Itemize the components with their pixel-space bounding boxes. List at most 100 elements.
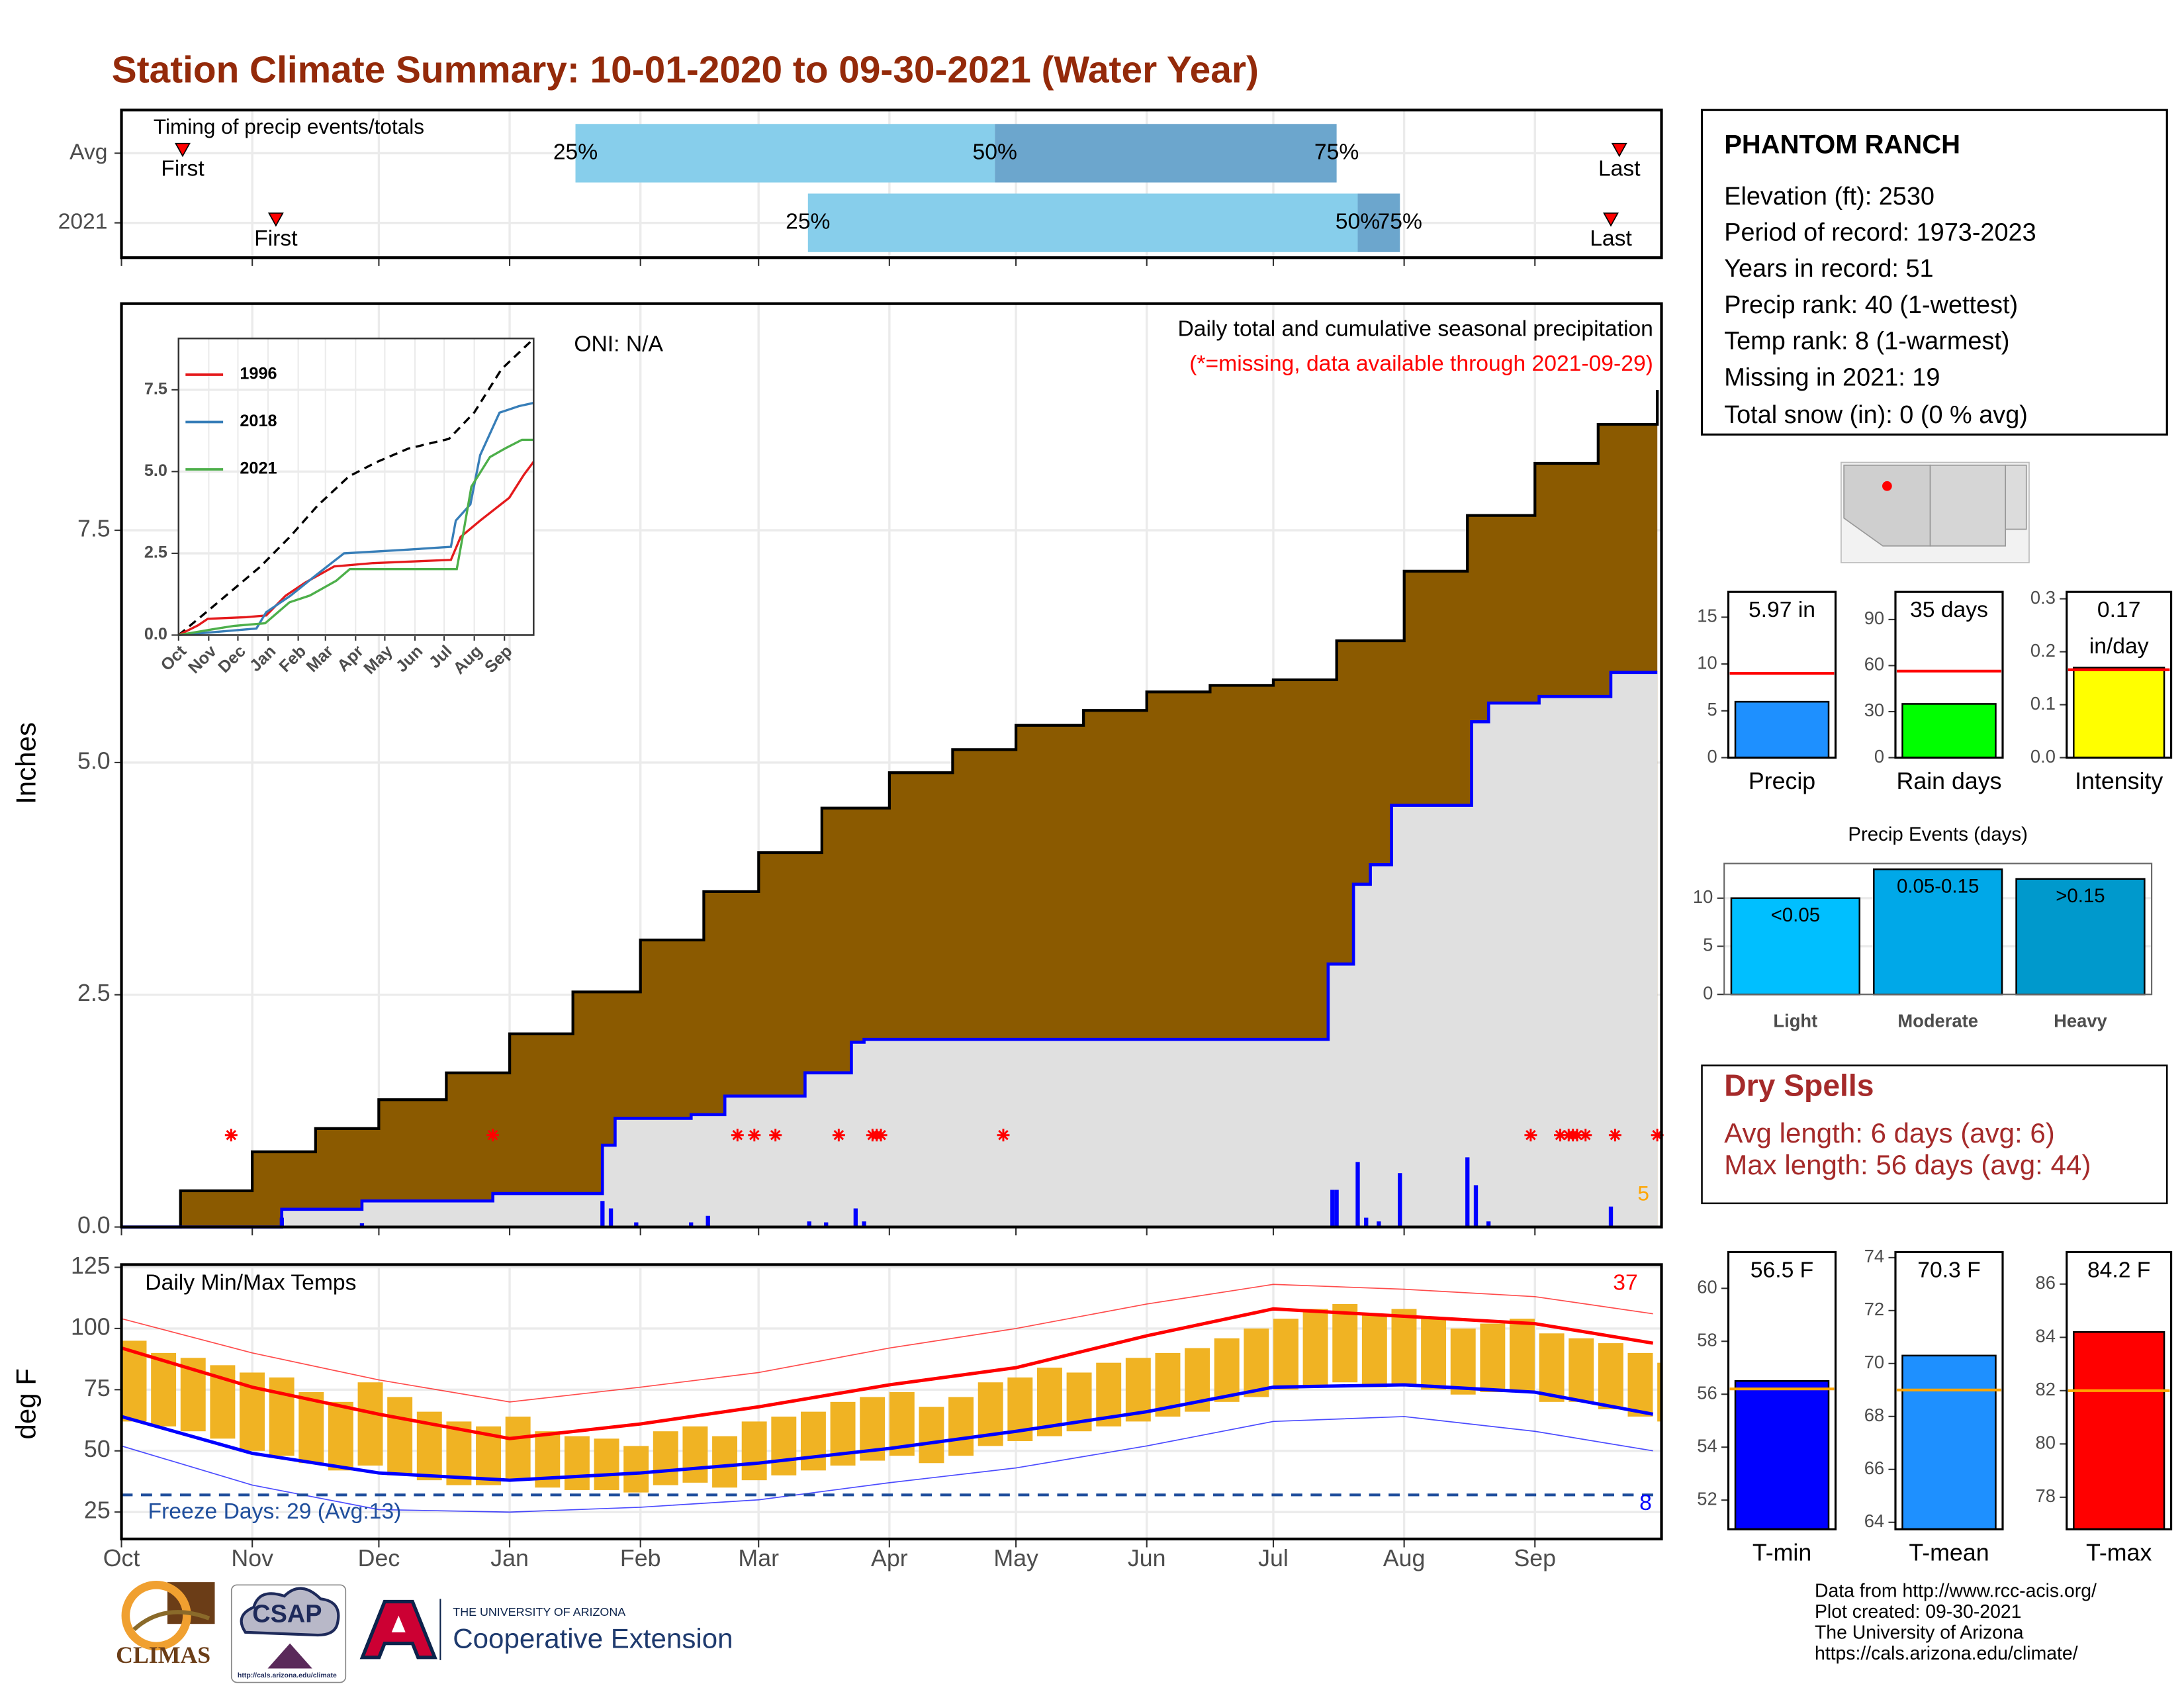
temp-range-bar — [357, 1382, 383, 1466]
daily-bar — [634, 1222, 639, 1227]
temp-range-bar — [387, 1397, 413, 1476]
y-tick-label: 50 — [84, 1436, 111, 1462]
y-tick-label: 5.0 — [77, 747, 111, 774]
y-tick-label: 56 — [1697, 1382, 1717, 1403]
bar — [1734, 1380, 1830, 1530]
page-title: Station Climate Summary: 10-01-2020 to 0… — [112, 49, 1259, 91]
logo-cloud — [240, 1587, 340, 1637]
y-tick-label: 75 — [84, 1375, 111, 1401]
daily-bar — [600, 1201, 605, 1227]
event-marker — [267, 212, 284, 227]
event-label: Last — [1598, 157, 1641, 181]
category-label: T-min — [1752, 1539, 1811, 1566]
quartile-label: 25% — [553, 140, 598, 164]
ua-text: THE UNIVERSITY OF ARIZONA — [453, 1605, 625, 1618]
value-label: 70.3 F — [1917, 1258, 1981, 1283]
dry-spells-line: Avg length: 6 days (avg: 6) — [1724, 1117, 2055, 1149]
daily-bar — [705, 1215, 710, 1227]
station-line: Years in record: 51 — [1724, 255, 1933, 283]
x-tick-label: Apr — [871, 1545, 908, 1571]
y-tick-label: 125 — [71, 1252, 111, 1279]
y-tick-label: 5 — [1707, 699, 1717, 720]
missing-marker — [769, 1129, 782, 1142]
temp-range-bar — [505, 1417, 531, 1481]
daily-bar — [1398, 1173, 1402, 1227]
y-tick-label: 80 — [2036, 1432, 2056, 1453]
category-label: T-max — [2086, 1539, 2152, 1566]
x-tick-label: Sep — [1514, 1545, 1556, 1571]
x-tick-label: Aug — [1383, 1545, 1426, 1571]
y-tick-label: 5 — [1703, 935, 1713, 955]
missing-marker — [1570, 1129, 1584, 1142]
record-count: 5 — [1637, 1182, 1649, 1205]
temp-range-bar — [298, 1392, 324, 1464]
value-label: 5.97 in — [1748, 598, 1816, 623]
value-label: >0.15 — [2056, 885, 2105, 907]
temp-range-bar — [1361, 1313, 1387, 1387]
logo-shape — [132, 1610, 210, 1631]
normal-max-line — [121, 1307, 1654, 1440]
series-line — [178, 461, 535, 636]
value-label-box: 70.3 F — [1917, 1258, 1981, 1283]
y-tick-label: 86 — [2036, 1272, 2056, 1293]
x-tick-label: Jul — [1258, 1545, 1289, 1571]
daily-bar — [862, 1221, 866, 1227]
x-tick-label: Mar — [738, 1545, 779, 1571]
missing-marker — [486, 1129, 500, 1142]
y-tick-label: 72 — [1864, 1299, 1884, 1319]
temp-range-bar — [1391, 1309, 1417, 1385]
value-label: 84.2 F — [2087, 1258, 2151, 1283]
temp-range-bar — [771, 1417, 797, 1476]
temp-range-bar — [1627, 1352, 1653, 1417]
y-tick-label: 54 — [1697, 1435, 1717, 1456]
temp-range-bar — [1480, 1323, 1506, 1393]
logo-mountain — [267, 1643, 312, 1669]
value-label-box: 84.2 F — [2087, 1258, 2151, 1283]
category-label: T-mean — [1909, 1539, 1989, 1566]
panel-border — [120, 1263, 1663, 1540]
y-tick-label: 2.5 — [77, 980, 111, 1006]
station-line: Precip rank: 40 (1-wettest) — [1724, 291, 2018, 319]
temp-range-bar — [1510, 1319, 1535, 1393]
bar — [1734, 700, 1830, 759]
quartile-bar — [575, 124, 995, 183]
temp-range-bar — [682, 1426, 708, 1483]
temp-range-bar — [741, 1421, 767, 1481]
quartile-bar — [1357, 193, 1400, 252]
temp-range-bar — [1598, 1343, 1623, 1409]
temp-range-bar — [1332, 1303, 1358, 1383]
value-label: 35 days — [1910, 598, 1988, 623]
row-label: Avg — [69, 140, 107, 164]
climas-logo: CLIMAS — [116, 1580, 215, 1668]
x-tick-label: Dec — [358, 1545, 400, 1571]
y-tick-label: 0.0 — [144, 625, 167, 643]
y-tick-label: 70 — [1864, 1352, 1884, 1372]
extension-text: Cooperative Extension — [453, 1623, 733, 1654]
daily-bar — [1608, 1206, 1614, 1227]
credit-line: https://cals.arizona.edu/climate/ — [1815, 1643, 2078, 1664]
credit-line: Data from http://www.rcc-acis.org/ — [1815, 1580, 2097, 1601]
y-tick-label: 0 — [1707, 746, 1717, 767]
daily-bar — [1355, 1162, 1360, 1227]
x-tick-label: Jan — [490, 1545, 529, 1571]
event-label: First — [254, 226, 298, 251]
y-tick-label: 0.0 — [2030, 746, 2056, 767]
y-tick-label: 25 — [84, 1497, 111, 1524]
temp-range-bar — [712, 1436, 738, 1488]
value-label: <0.05 — [1771, 904, 1821, 926]
panel-border — [1723, 863, 2153, 996]
quartile-label: 75% — [1314, 140, 1359, 164]
series-line — [178, 438, 534, 637]
y-axis-title: Inches — [11, 722, 42, 804]
daily-bar — [359, 1223, 365, 1227]
event-marker — [1611, 142, 1627, 158]
panel-border — [120, 302, 1663, 1229]
station-line: Missing in 2021: 19 — [1724, 363, 1940, 391]
map-state — [1843, 464, 1931, 547]
dry-spells-box — [1701, 1064, 2168, 1205]
temp-range-bar — [919, 1407, 944, 1464]
temp-range-bar — [594, 1438, 619, 1490]
category-label: Precip — [1749, 768, 1815, 794]
